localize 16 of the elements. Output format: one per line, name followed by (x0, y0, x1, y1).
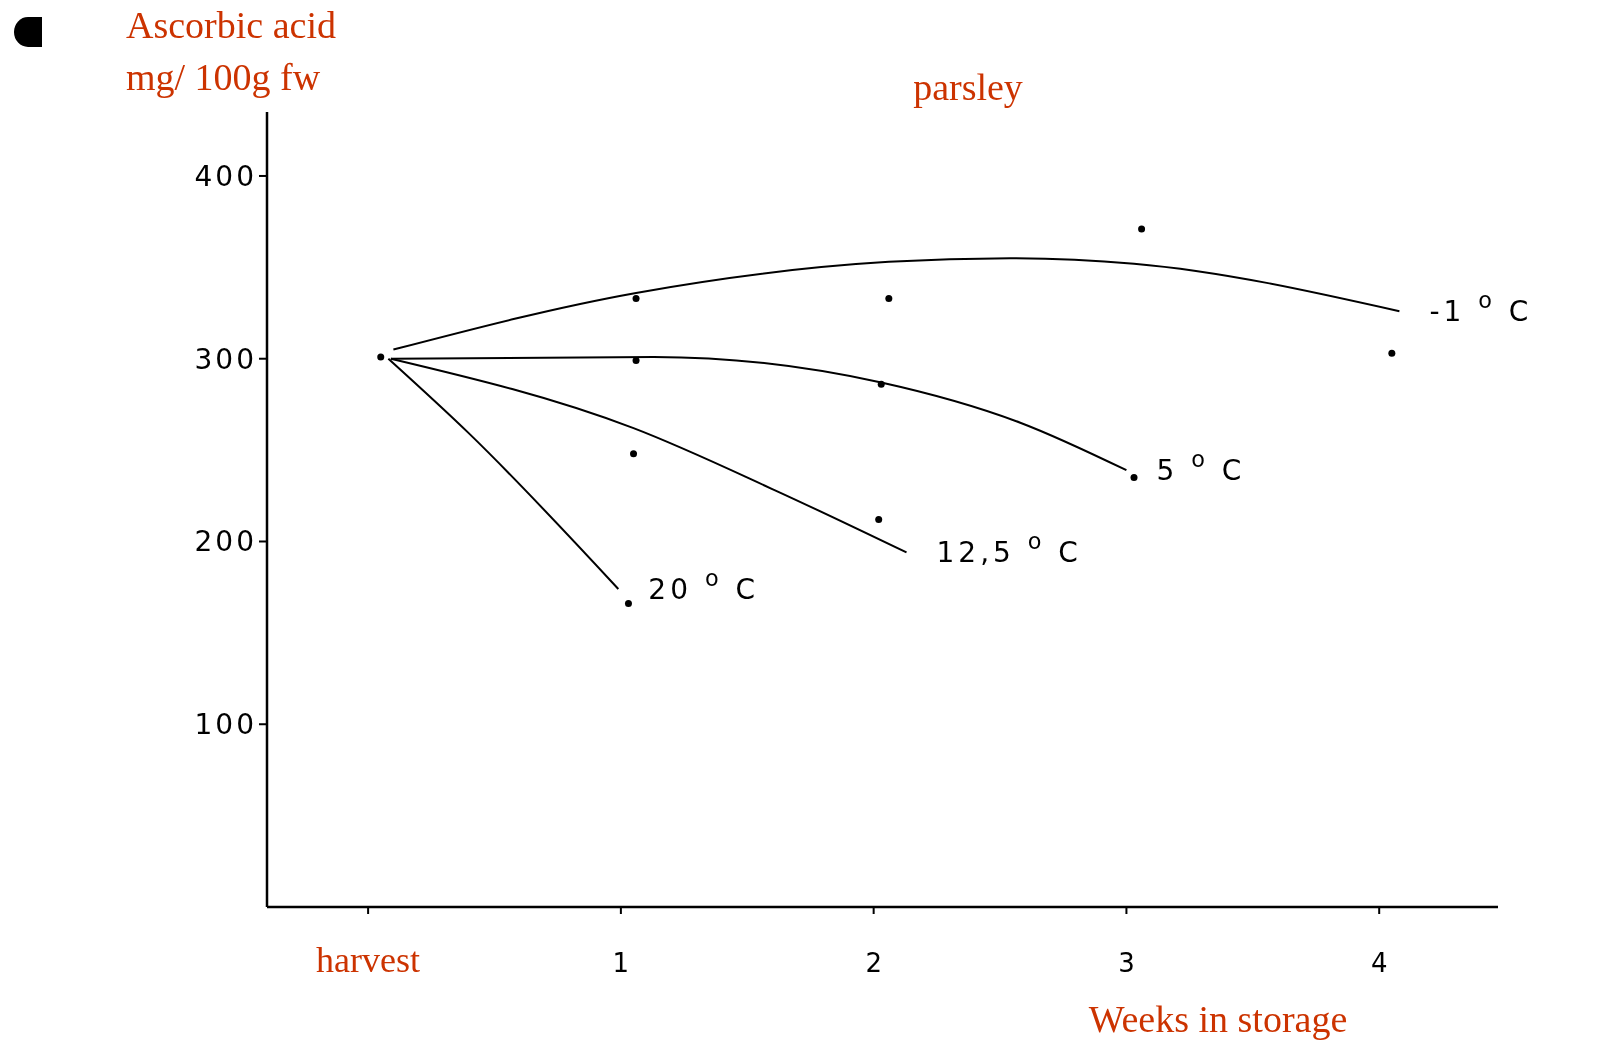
y-tick-label: 400 (194, 159, 257, 193)
x-tick-label: 2 (865, 948, 882, 978)
series-label: -1 $^{o}$C (1429, 287, 1533, 329)
x-tick-label: 4 (1370, 948, 1388, 978)
series-label: 20 $^{o}$C (648, 565, 760, 606)
y-tick-label: 300 (194, 342, 257, 376)
y-tick-label: 200 (194, 525, 257, 559)
x-tick-label: 3 (1118, 948, 1135, 978)
y-tick-label: 100 (194, 708, 257, 742)
x-tick-label: harvest (316, 940, 421, 980)
series-label: 12,5 $^{o}$C (936, 528, 1082, 570)
y-axis-title: Ascorbic acid mg/ 100g fw (126, 4, 336, 98)
x-axis-title: Weeks in storage (1088, 998, 1348, 1040)
chart-title: parsley (913, 66, 1023, 108)
series-label: 5 $^{o}$C (1156, 446, 1246, 488)
x-tick-label: 1 (612, 948, 630, 978)
